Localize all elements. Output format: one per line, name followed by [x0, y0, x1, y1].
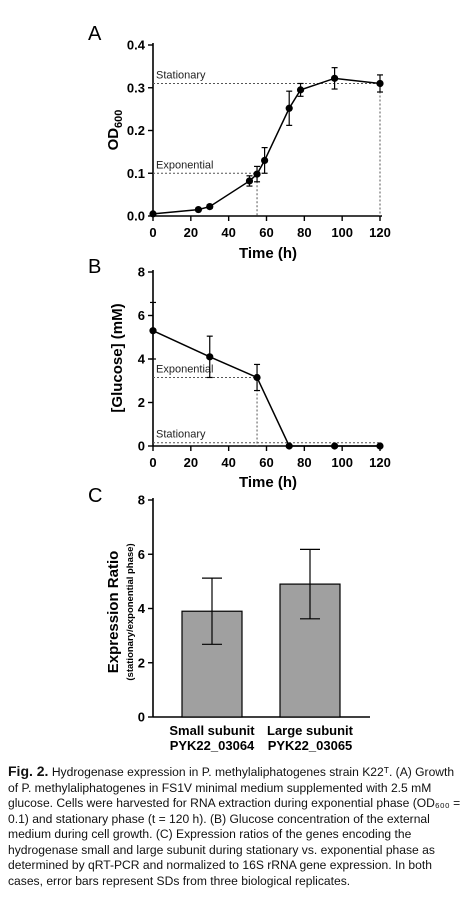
- panel-b-data-point: [149, 327, 157, 335]
- panel-b-x-tick-label: 0: [149, 455, 156, 470]
- panel-c-category-sublabel: PYK22_03065: [268, 738, 353, 753]
- panel-a-data-point: [376, 79, 384, 88]
- panel-a-data-point: [331, 74, 339, 82]
- panel-b-y-tick-label: 2: [138, 395, 145, 410]
- panel-b-x-tick-label: 40: [221, 455, 235, 470]
- panel-a-ylabel: OD600: [105, 110, 125, 151]
- caption-text: Hydrogenase expression in P. methylaliph…: [8, 765, 461, 888]
- panel-a-x-tick-label: 0: [149, 225, 156, 240]
- panel-a-data-point: [206, 202, 214, 211]
- panel-b-data-point: [253, 373, 261, 382]
- panel-a-x-tick-label: 60: [259, 225, 273, 240]
- panel-a-y-tick-label: 0.2: [127, 123, 145, 138]
- panel-a-data-point: [285, 104, 293, 112]
- panel-a-series-line: [152, 77, 381, 215]
- panel-a-ylabel-main: OD: [105, 128, 122, 151]
- panel-a-y-tick-label: 0.4: [127, 38, 146, 53]
- panel-a-data-point: [253, 170, 261, 178]
- panel-c-y-tick-label: 8: [138, 493, 145, 508]
- panel-b-xlabel: Time (h): [239, 474, 297, 491]
- panel-a: A Time (h) OD600 0.0 0.1 0.2 0.3 0.4 0 20 40 60 8…: [88, 23, 391, 262]
- panel-a-xlabel: Time (h): [239, 245, 297, 262]
- panel-a-x-tick-label: 20: [184, 225, 198, 240]
- panel-c-y-tick-label: 6: [138, 547, 145, 562]
- panel-a-y-tick-label: 0.1: [127, 166, 145, 181]
- panel-b-annotation-label: Exponential: [156, 363, 214, 375]
- panel-c-category-label: Large subunit: [267, 723, 354, 738]
- panel-c-category-sublabel: PYK22_03064: [170, 738, 255, 753]
- panel-a-annotation-label: Exponential: [156, 159, 214, 171]
- panel-b-x-tick-label: 60: [259, 455, 273, 470]
- panel-a-data-point: [261, 156, 269, 165]
- panel-b-ylabel: [Glucose] (mM): [109, 303, 126, 412]
- panel-b-data-point: [285, 442, 293, 450]
- panel-b-data-point: [331, 442, 339, 450]
- panel-b-x-tick-label: 80: [297, 455, 311, 470]
- panel-b-series-line: [152, 330, 380, 447]
- panel-a-y-tick-label: 0.0: [127, 209, 145, 224]
- panel-c: C Expression Ratio (stationary/exponenti…: [88, 485, 370, 753]
- panel-b-x-tick-label: 120: [369, 455, 391, 470]
- caption-fig-label: Fig. 2.: [8, 763, 49, 779]
- figure-canvas: A Time (h) OD600 0.00.10.20.30.40 20 40 60 8…: [88, 23, 391, 753]
- panel-c-category-label: Small subunit: [169, 723, 255, 738]
- panel-a-x-tick-label: 80: [297, 225, 311, 240]
- panel-c-ylabel-sub: (stationary/exponential phase): [125, 543, 136, 680]
- panel-a-data-point: [194, 205, 202, 214]
- panel-b-x-tick-label: 100: [331, 455, 353, 470]
- panel-a-x-tick-label: 100: [331, 225, 353, 240]
- panel-b-data-point: [206, 353, 214, 361]
- panel-b-annotation-label: Stationary: [156, 429, 206, 441]
- panel-c-y-tick-label: 4: [138, 601, 146, 616]
- panel-a-data-point: [149, 210, 157, 218]
- panel-a-annotation-label: Stationary: [156, 69, 206, 81]
- panel-a-letter: A: [88, 23, 102, 45]
- panel-b-x-tick-label: 20: [184, 455, 198, 470]
- panel-b-y-tick-label: 8: [138, 265, 145, 280]
- panel-a-ylabel-sub: 600: [113, 110, 125, 128]
- panel-c-y-tick-label: 2: [138, 655, 145, 670]
- panel-a-data-point: [245, 177, 254, 185]
- panel-a-data-point: [296, 86, 305, 94]
- panel-b-y-tick-label: 0: [138, 439, 145, 454]
- panel-b-y-tick-label: 6: [138, 308, 145, 323]
- panel-a-y-tick-label: 0.3: [127, 80, 145, 95]
- panel-c-y-tick-label: 0: [138, 710, 145, 725]
- figure-caption: Fig. 2. Hydrogenase expression in P. met…: [8, 763, 464, 889]
- panel-a-x-tick-label: 120: [369, 225, 391, 240]
- panel-c-ylabel: Expression Ratio: [105, 551, 122, 674]
- panel-b-letter: B: [88, 256, 101, 278]
- panel-b-y-tick-label: 4: [138, 352, 146, 367]
- panel-a-x-tick-label: 40: [221, 225, 235, 240]
- panel-c-letter: C: [88, 485, 102, 507]
- panel-b-data-point: [376, 442, 384, 450]
